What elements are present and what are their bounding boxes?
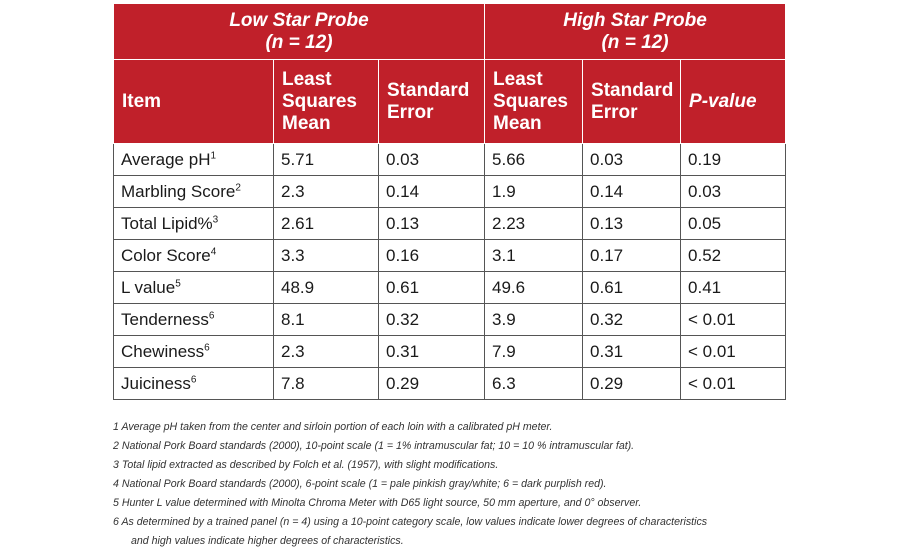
table-row: Total Lipid%3 2.61 0.13 2.23 0.13 0.05	[113, 207, 787, 240]
footnote-marker: 4	[210, 246, 217, 258]
item-label: Tenderness	[121, 310, 209, 329]
column-header-p-value: P-value	[680, 59, 787, 144]
high-mean-cell: 2.23	[484, 207, 584, 240]
table-row: Marbling Score2 2.3 0.14 1.9 0.14 0.03	[113, 175, 787, 208]
item-label: L value	[121, 278, 176, 297]
footnote: 1 Average pH taken from the center and s…	[113, 421, 553, 433]
high-mean-cell: 3.1	[484, 239, 584, 272]
high-mean-cell: 1.9	[484, 175, 584, 208]
high-se-cell: 0.17	[582, 239, 682, 272]
high-se-cell: 0.14	[582, 175, 682, 208]
low-mean-cell: 48.9	[273, 271, 379, 304]
footnote: 3 Total lipid extracted as described by …	[113, 459, 499, 471]
item-label: Juiciness	[121, 374, 191, 393]
table-row: L value5 48.9 0.61 49.6 0.61 0.41	[113, 271, 787, 304]
high-se-cell: 0.32	[582, 303, 682, 336]
item-cell: Total Lipid%3	[113, 207, 274, 240]
item-cell: Average pH1	[113, 143, 274, 176]
low-mean-cell: 5.71	[273, 143, 379, 176]
column-header-low-se: Standard Error	[377, 59, 486, 144]
high-mean-cell: 49.6	[484, 271, 584, 304]
low-se-cell: 0.31	[377, 335, 486, 368]
item-cell: Color Score4	[113, 239, 274, 272]
table-row: Juiciness6 7.8 0.29 6.3 0.29 < 0.01	[113, 367, 787, 400]
high-se-cell: 0.03	[582, 143, 682, 176]
group-n: (n = 12)	[265, 31, 333, 53]
item-cell: Juiciness6	[113, 367, 274, 400]
group-n: (n = 12)	[601, 31, 669, 53]
item-cell: Chewiness6	[113, 335, 274, 368]
column-header-item: Item	[113, 59, 274, 144]
table-row: Tenderness6 8.1 0.32 3.9 0.32 < 0.01	[113, 303, 787, 336]
p-value-cell: < 0.01	[680, 303, 787, 336]
footnote-marker: 2	[235, 182, 241, 194]
high-mean-cell: 5.66	[484, 143, 584, 176]
footnote-marker: 5	[175, 278, 181, 290]
p-value-cell: < 0.01	[680, 335, 787, 368]
low-se-cell: 0.16	[377, 239, 486, 272]
p-value-cell: 0.05	[680, 207, 787, 240]
footnote-marker: 6	[190, 374, 197, 386]
low-se-cell: 0.03	[377, 143, 486, 176]
high-mean-cell: 7.9	[484, 335, 584, 368]
item-label: Average pH	[121, 150, 211, 169]
low-mean-cell: 3.3	[273, 239, 379, 272]
item-cell: Marbling Score2	[113, 175, 274, 208]
table-row: Color Score4 3.3 0.16 3.1 0.17 0.52	[113, 239, 787, 272]
footnote: 5 Hunter L value determined with Minolta…	[113, 497, 642, 509]
low-mean-cell: 2.3	[273, 335, 379, 368]
low-se-cell: 0.29	[377, 367, 486, 400]
p-value-cell: 0.19	[680, 143, 787, 176]
group-header-high-star: High Star Probe (n = 12)	[484, 3, 787, 60]
p-value-cell: 0.03	[680, 175, 787, 208]
item-label: Total Lipid%	[121, 214, 213, 233]
item-cell: Tenderness6	[113, 303, 274, 336]
low-mean-cell: 7.8	[273, 367, 379, 400]
item-cell: L value5	[113, 271, 274, 304]
results-table-container: Low Star Probe (n = 12) High Star Probe …	[112, 3, 787, 400]
low-mean-cell: 2.61	[273, 207, 379, 240]
footnote: 6 As determined by a trained panel (n = …	[113, 516, 708, 528]
item-label: Marbling Score	[121, 182, 236, 201]
high-mean-cell: 6.3	[484, 367, 584, 400]
footnote: 2 National Pork Board standards (2000), …	[113, 440, 635, 452]
low-mean-cell: 2.3	[273, 175, 379, 208]
footnote-marker: 6	[208, 310, 215, 322]
table-body: Average pH1 5.71 0.03 5.66 0.03 0.19 Marbling …	[113, 143, 787, 400]
low-mean-cell: 8.1	[273, 303, 379, 336]
table-row: Chewiness6 2.3 0.31 7.9 0.31 < 0.01	[113, 335, 787, 368]
low-se-cell: 0.61	[377, 271, 486, 304]
group-title: Low Star Probe	[229, 9, 369, 31]
high-se-cell: 0.31	[582, 335, 682, 368]
low-se-cell: 0.32	[377, 303, 486, 336]
low-se-cell: 0.13	[377, 207, 486, 240]
footnote: 4 National Pork Board standards (2000), …	[113, 478, 607, 490]
column-header-low-mean: Least Squares Mean	[273, 59, 379, 144]
footnote-continuation: and high values indicate higher degrees …	[131, 535, 404, 547]
column-header-row: Item Least Squares Mean Standard Error L…	[113, 59, 787, 144]
group-header-low-star: Low Star Probe (n = 12)	[112, 3, 486, 60]
footnote-marker: 1	[210, 150, 217, 162]
high-se-cell: 0.13	[582, 207, 682, 240]
item-label: Chewiness	[121, 342, 205, 361]
table-row: Average pH1 5.71 0.03 5.66 0.03 0.19	[113, 143, 787, 176]
column-header-high-se: Standard Error	[582, 59, 682, 144]
high-mean-cell: 3.9	[484, 303, 584, 336]
low-se-cell: 0.14	[377, 175, 486, 208]
footnotes: 1 Average pH taken from the center and s…	[113, 418, 793, 550]
p-value-cell: < 0.01	[680, 367, 787, 400]
footnote-marker: 3	[212, 214, 219, 226]
group-header-row: Low Star Probe (n = 12) High Star Probe …	[112, 3, 787, 60]
group-title: High Star Probe	[563, 9, 707, 31]
high-se-cell: 0.61	[582, 271, 682, 304]
item-label: Color Score	[121, 246, 211, 265]
p-value-cell: 0.52	[680, 239, 787, 272]
high-se-cell: 0.29	[582, 367, 682, 400]
column-header-high-mean: Least Squares Mean	[484, 59, 584, 144]
p-value-cell: 0.41	[680, 271, 787, 304]
footnote-marker: 6	[204, 342, 210, 354]
results-table: Low Star Probe (n = 12) High Star Probe …	[112, 3, 787, 400]
